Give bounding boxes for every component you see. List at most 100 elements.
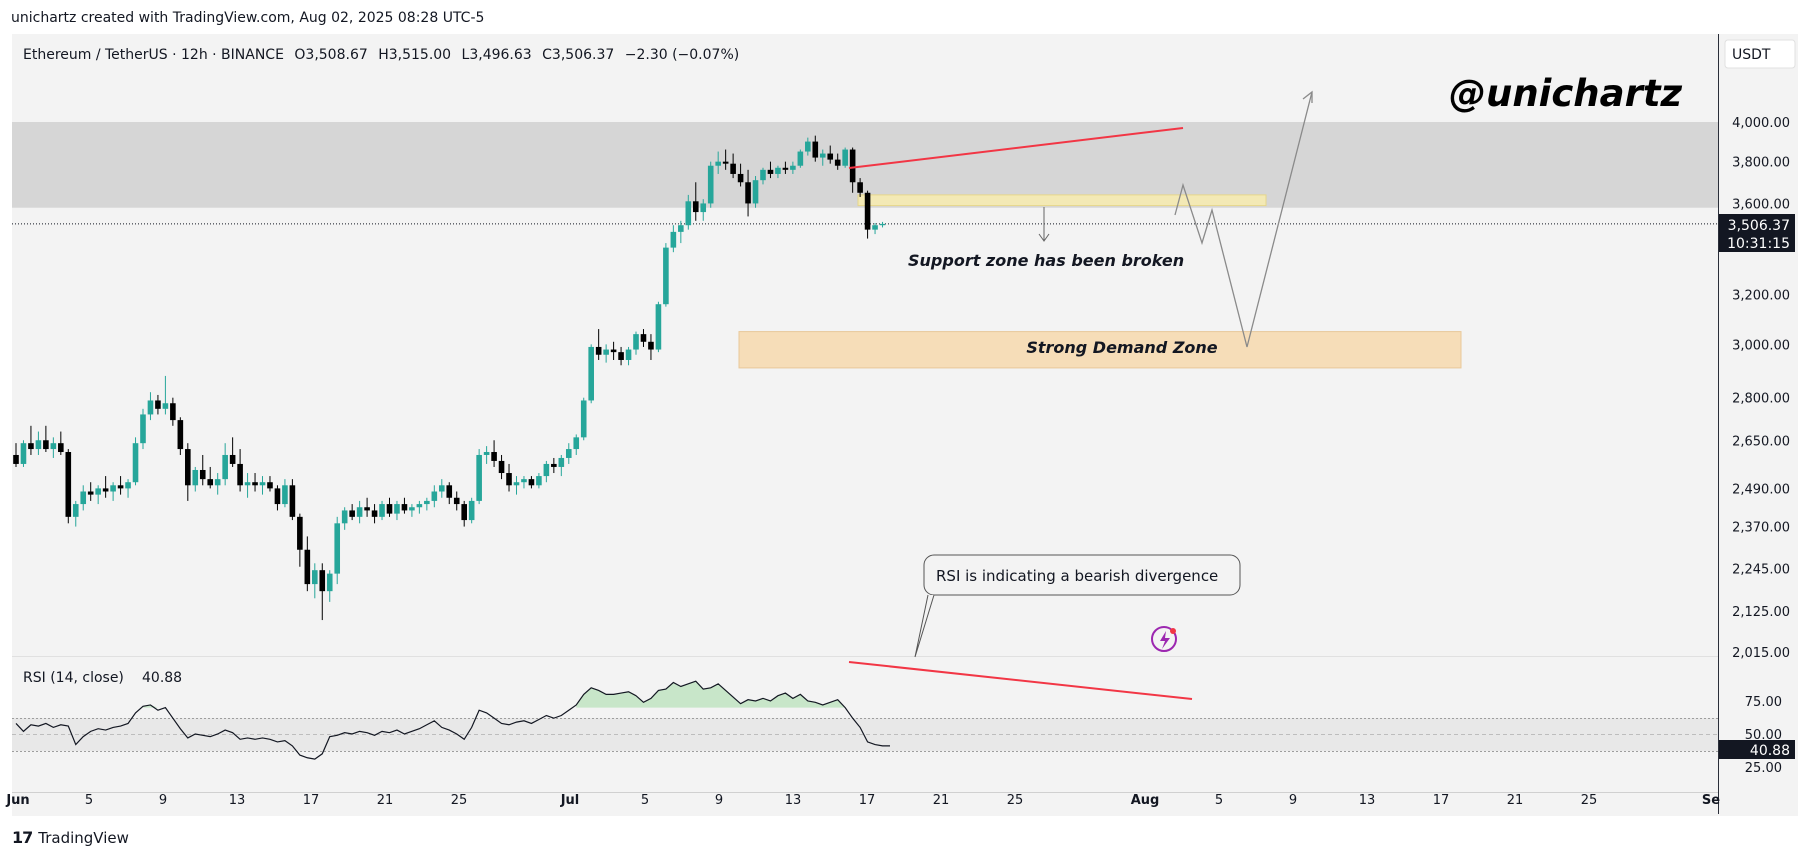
time-axis-label: 5 (641, 793, 649, 808)
candle-body (715, 161, 721, 166)
rsi-axis[interactable]: 75.00 50.00 25.00 (1745, 695, 1782, 776)
legend-high: H3,515.00 (378, 47, 451, 63)
candle-body (670, 231, 677, 248)
candle-body (424, 500, 430, 505)
candle-body (678, 225, 684, 232)
rsi-overbought-fill (142, 681, 846, 708)
candle-body (401, 504, 408, 511)
time-axis-label: 25 (451, 793, 468, 808)
candle-body (580, 400, 587, 438)
currency-button[interactable] (1724, 39, 1796, 69)
candle-body (737, 173, 744, 183)
candle-body (35, 440, 42, 450)
candle-body (618, 352, 624, 360)
price-trendline[interactable] (848, 127, 1184, 169)
rsi-trendline[interactable] (848, 661, 1193, 700)
candle-body (438, 485, 445, 492)
candle-body (80, 491, 87, 505)
time-axis-label: Aug (1131, 793, 1160, 808)
watermark: @unichartz (1449, 72, 1683, 115)
candle-body (864, 192, 871, 230)
candle-body (842, 149, 848, 166)
price-axis-label: 3,800.00 (1732, 156, 1790, 171)
time-axis-label: 9 (159, 793, 167, 808)
time-axis-label: Se (1702, 793, 1720, 808)
candle-body (819, 153, 826, 158)
alert-icon[interactable] (1151, 626, 1177, 652)
time-axis-label: 17 (859, 793, 876, 808)
time-axis-label: 25 (1007, 793, 1024, 808)
time-axis[interactable]: Jun 5 9 13 17 21 25 Jul 5 9 13 17 21 25 Aug 5 9 13 17 21 25 S… (5, 793, 1720, 808)
candle-body (65, 452, 72, 517)
price-axis-label: 2,650.00 (1732, 434, 1790, 449)
candle-body (797, 151, 804, 166)
candle-body (304, 549, 311, 585)
rsi-line[interactable] (15, 680, 890, 760)
candle-body (543, 463, 550, 477)
candle-body (506, 473, 512, 486)
candle-body (110, 485, 116, 492)
candle-body (326, 573, 333, 592)
rsi-axis-label: 50.00 (1745, 728, 1782, 743)
legend-low: L3,496.63 (462, 47, 532, 63)
demand-zone-label[interactable]: Strong Demand Zone (1026, 338, 1217, 357)
candle-body (252, 482, 258, 486)
time-axis-label: 9 (1289, 793, 1297, 808)
candle-body (259, 482, 266, 486)
candle-body (334, 523, 341, 574)
candle-body (312, 570, 318, 585)
candle-body (244, 482, 251, 486)
rsi-callout-box[interactable] (923, 554, 1241, 596)
candle-body (222, 454, 228, 480)
candle-body (834, 159, 841, 166)
candle-body (50, 443, 57, 450)
candle-body (117, 485, 124, 489)
candle-body (237, 463, 243, 486)
price-axis[interactable]: 4,000.00 3,800.00 3,600.00 3,200.00 3,000.00… (1732, 116, 1790, 661)
symbol-legend[interactable]: Ethereum / TetherUS · 12h · BINANCE O3,5… (23, 47, 739, 63)
candle-body (162, 403, 169, 409)
price-axis-label: 4,000.00 (1732, 116, 1790, 131)
candle-body (297, 516, 303, 550)
time-axis-label: 9 (715, 793, 723, 808)
projection-path[interactable] (1174, 91, 1313, 348)
candle-body (431, 491, 438, 501)
candle-body (289, 485, 296, 517)
candle-body (551, 463, 557, 467)
time-axis-label: 21 (377, 793, 394, 808)
time-axis-label: 25 (1581, 793, 1598, 808)
candle-body (521, 479, 527, 483)
candle-body (760, 169, 766, 181)
candle-body (319, 570, 326, 592)
support-broken-label[interactable]: Support zone has been broken (908, 251, 1184, 270)
last-price-tag (1719, 214, 1795, 252)
footer-logo[interactable]: 17 TradingView (12, 828, 129, 847)
candle-body (685, 201, 692, 226)
break-arrow-head (1038, 233, 1050, 242)
candle-body (140, 414, 146, 444)
time-axis-label: 21 (1507, 793, 1524, 808)
candlestick-series (13, 135, 886, 621)
legend-change: −2.30 (−0.07%) (625, 47, 739, 63)
candle-body (147, 400, 154, 415)
candle-body (663, 247, 669, 305)
candle-body (267, 482, 273, 489)
candle-body (468, 500, 475, 521)
rsi-legend-label[interactable]: RSI (14, close) (23, 670, 124, 686)
alert-bolt-icon (1160, 631, 1170, 649)
candle-body (409, 507, 415, 511)
time-axis-label: 5 (85, 793, 93, 808)
candle-body (177, 420, 184, 450)
candle-body (767, 169, 774, 174)
candle-body (170, 403, 176, 421)
tradingview-logo-icon: 17 (12, 828, 33, 847)
price-axis-label: 2,370.00 (1732, 521, 1790, 536)
candle-body (633, 334, 639, 350)
time-axis-label: Jun (5, 793, 29, 808)
price-axis-label: 2,245.00 (1732, 562, 1790, 577)
demand-zone (738, 331, 1462, 369)
candle-body (102, 488, 109, 492)
candle-body (356, 507, 363, 517)
price-axis-label: 2,490.00 (1732, 482, 1790, 497)
